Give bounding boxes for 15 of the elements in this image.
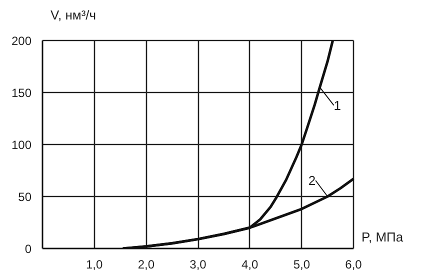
legend-label: 1 [334, 98, 342, 113]
y-tick-label: 100 [11, 138, 32, 152]
x-tick-label: 6,0 [345, 258, 362, 272]
x-axis-title: P, МПа [362, 230, 404, 244]
x-tick-label: 1,0 [86, 258, 103, 272]
x-tick-label: 5,0 [293, 258, 310, 272]
y-tick-label: 0 [24, 242, 32, 256]
x-tick-label: 3,0 [190, 258, 207, 272]
x-tick-label: 2,0 [138, 258, 155, 272]
y-tick-label: 200 [11, 34, 32, 48]
x-tick-label: 4,0 [241, 258, 258, 272]
y-tick-label: 50 [18, 190, 32, 204]
y-axis-title: V, нм³/ч [50, 8, 96, 22]
y-tick-label: 150 [11, 86, 32, 100]
series-label: 2 [308, 173, 316, 188]
